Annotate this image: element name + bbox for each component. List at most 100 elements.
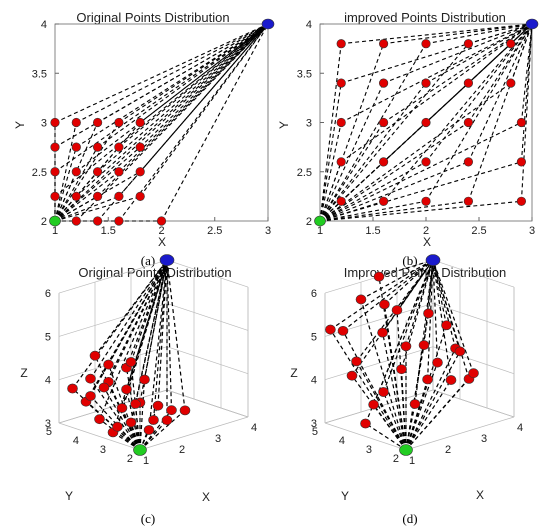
path-line — [107, 259, 168, 365]
path-line — [72, 388, 141, 451]
path-line — [118, 23, 269, 148]
path-line — [97, 23, 269, 148]
path-line — [54, 146, 77, 222]
path-line — [432, 259, 461, 352]
x-tick-label: 1.5 — [365, 225, 380, 237]
data-point — [98, 382, 110, 393]
data-point — [166, 405, 177, 416]
path-line — [54, 23, 269, 173]
x-tick-label: 1 — [52, 225, 58, 237]
path-line — [319, 122, 522, 222]
data-point — [418, 340, 430, 350]
path-line — [319, 161, 469, 222]
x-tick-label: 1 — [143, 455, 149, 467]
path-line — [400, 369, 407, 451]
y-tick-label: 3 — [100, 444, 106, 456]
data-point — [71, 167, 81, 177]
panel-c-ylabel: Y — [65, 489, 73, 503]
path-line — [319, 83, 342, 222]
path-line — [467, 23, 533, 202]
path-line — [383, 23, 533, 202]
data-point — [396, 364, 407, 375]
path-line — [341, 23, 533, 45]
path-line — [467, 23, 533, 123]
data-point — [379, 157, 389, 167]
path-line — [54, 146, 99, 222]
box-edge — [405, 416, 515, 451]
data-point — [135, 117, 145, 128]
panel-a-title: Original Points Distribution — [76, 10, 229, 25]
y-tick-label: 3.5 — [297, 68, 312, 80]
path-line — [134, 403, 141, 451]
path-line — [54, 195, 141, 222]
data-point — [50, 167, 60, 177]
path-line — [432, 260, 439, 363]
data-point — [130, 398, 141, 409]
data-point — [148, 415, 159, 425]
path-line — [340, 23, 533, 202]
path-line — [383, 23, 533, 84]
data-point — [506, 39, 516, 49]
data-point — [89, 350, 101, 361]
x-tick-label: 1 — [317, 225, 323, 237]
box-edge — [166, 259, 249, 288]
path-line — [75, 23, 269, 197]
path-line — [319, 43, 469, 222]
path-line — [125, 259, 168, 368]
data-point — [92, 191, 103, 201]
x-tick-label: 2.5 — [207, 225, 222, 237]
y-tick-label: 4 — [73, 435, 79, 447]
x-tick-label: 3 — [265, 225, 271, 237]
z-tick-label: 5 — [311, 331, 317, 343]
path-line — [125, 259, 168, 390]
path-line — [432, 259, 457, 349]
path-line — [405, 403, 416, 451]
data-point — [92, 216, 103, 226]
path-line — [405, 313, 430, 451]
data-point — [346, 370, 358, 381]
z-tick-label: 6 — [311, 288, 317, 300]
data-point — [423, 308, 434, 319]
panel-b-ticks: 1 1.5 2 2.5 3 2 2.5 3 3.5 4 — [297, 19, 535, 237]
box-edge — [324, 422, 407, 451]
path-line — [425, 23, 533, 84]
y-tick-label: 3 — [366, 444, 372, 456]
data-point — [50, 117, 60, 128]
box-edge — [166, 346, 249, 375]
path-line — [378, 276, 407, 451]
path-line — [340, 23, 533, 163]
path-line — [161, 23, 269, 222]
panel-b-ylabel: Y — [277, 121, 291, 129]
goal-point — [425, 254, 441, 266]
z-tick-label: 6 — [45, 288, 51, 300]
path-line — [75, 23, 269, 173]
path-line — [116, 259, 168, 427]
path-line — [54, 146, 141, 222]
path-line — [425, 23, 533, 45]
path-line — [54, 23, 269, 197]
path-line — [319, 200, 342, 222]
path-line — [319, 200, 469, 222]
data-point — [92, 167, 103, 177]
data-point — [67, 383, 78, 394]
path-line — [139, 409, 186, 451]
data-point — [379, 196, 389, 206]
box-edge — [324, 346, 434, 381]
data-point — [421, 78, 431, 88]
panel-a-label: (a) — [141, 253, 155, 268]
path-line — [99, 418, 141, 451]
path-line — [341, 23, 533, 84]
panel-b-path-lines — [319, 23, 533, 222]
data-point — [516, 117, 527, 128]
y-tick-label: 5 — [46, 426, 52, 438]
data-point — [355, 294, 367, 305]
panel-c-path-lines — [72, 259, 186, 451]
data-point — [114, 216, 124, 226]
data-point — [179, 405, 191, 416]
x-tick-label: 2 — [179, 444, 185, 456]
path-line — [97, 23, 269, 173]
y-tick-label: 5 — [312, 426, 318, 438]
data-point — [71, 216, 81, 226]
path-line — [382, 391, 407, 451]
